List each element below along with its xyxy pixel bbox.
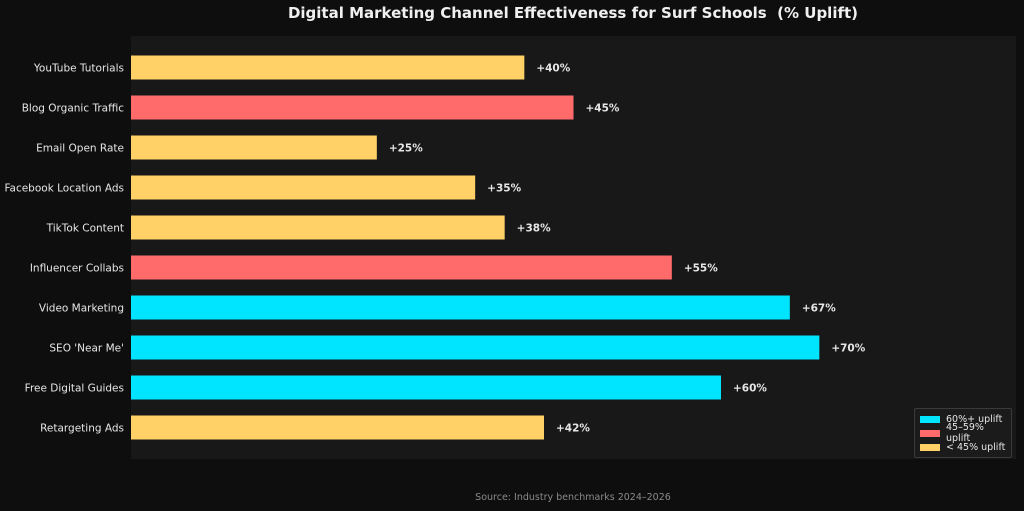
value-label-5: +55% xyxy=(684,263,718,275)
bar-8 xyxy=(131,375,721,400)
value-label-8: +60% xyxy=(733,383,767,395)
source-note: Source: Industry benchmarks 2024–2026 xyxy=(475,492,671,503)
category-label-0: YouTube Tutorials xyxy=(33,63,124,75)
legend-item-mid: 45–59% uplift xyxy=(920,422,1006,444)
value-label-6: +67% xyxy=(802,303,836,315)
bar-3 xyxy=(131,175,476,200)
bar-5 xyxy=(131,255,672,280)
value-label-1: +45% xyxy=(586,103,620,115)
chart-title: Digital Marketing Channel Effectiveness … xyxy=(287,4,859,22)
bar-4 xyxy=(131,215,505,240)
legend-label-high: 60%+ uplift xyxy=(946,413,1003,425)
bar-7 xyxy=(131,335,820,360)
value-label-7: +70% xyxy=(831,343,865,355)
bar-6 xyxy=(131,295,790,320)
legend-swatch-mid xyxy=(920,429,940,437)
legend-swatch-low xyxy=(920,443,940,451)
category-label-6: Video Marketing xyxy=(39,303,124,315)
category-label-5: Influencer Collabs xyxy=(30,263,124,275)
bar-0 xyxy=(131,55,525,80)
category-label-4: TikTok Content xyxy=(46,223,124,235)
legend-item-high: 60%+ uplift xyxy=(920,412,1006,426)
category-label-1: Blog Organic Traffic xyxy=(22,103,124,115)
category-label-8: Free Digital Guides xyxy=(25,383,124,395)
chart-legend: 60%+ uplift 45–59% uplift < 45% uplift xyxy=(914,408,1012,458)
category-label-3: Facebook Location Ads xyxy=(4,183,124,195)
legend-item-low: < 45% uplift xyxy=(920,440,1006,454)
value-label-3: +35% xyxy=(487,183,521,195)
value-label-9: +42% xyxy=(556,423,590,435)
legend-swatch-high xyxy=(920,415,940,423)
category-label-9: Retargeting Ads xyxy=(40,423,124,435)
category-label-7: SEO 'Near Me' xyxy=(49,343,124,355)
value-label-0: +40% xyxy=(536,63,570,75)
value-label-4: +38% xyxy=(517,223,551,235)
bar-1 xyxy=(131,95,574,120)
bar-2 xyxy=(131,135,377,160)
value-label-2: +25% xyxy=(389,143,423,155)
category-label-2: Email Open Rate xyxy=(36,143,124,155)
legend-label-low: < 45% uplift xyxy=(946,441,1006,453)
bar-9 xyxy=(131,415,544,440)
legend-label-mid: 45–59% uplift xyxy=(946,422,984,444)
